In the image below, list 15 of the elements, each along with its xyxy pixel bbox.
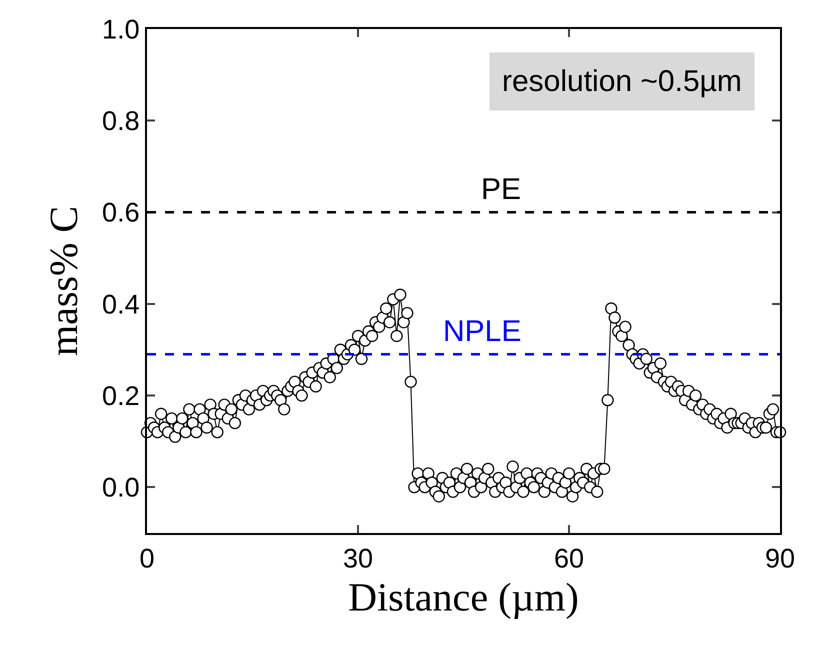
ref-line-label: NPLE: [443, 315, 522, 348]
x-tick-label: 30: [342, 543, 374, 574]
ref-line-label: PE: [481, 173, 522, 206]
y-tick-label: 0.8: [102, 106, 140, 136]
x-tick-label: 90: [764, 543, 796, 574]
y-tick-label: 0.0: [102, 472, 140, 503]
x-axis-title: Distance (µm): [348, 574, 579, 620]
x-tick-label: 60: [554, 543, 584, 574]
y-axis-title: mass% C: [41, 206, 86, 356]
y-tick-label: 0.4: [102, 289, 140, 320]
y-tick-label: 0.2: [102, 381, 140, 411]
y-tick-label: 0.6: [102, 198, 140, 228]
annotation: resolution ~0.5µm: [502, 65, 742, 98]
y-tick-label: 1.0: [102, 14, 140, 44]
x-tick-label: 0: [139, 543, 155, 574]
